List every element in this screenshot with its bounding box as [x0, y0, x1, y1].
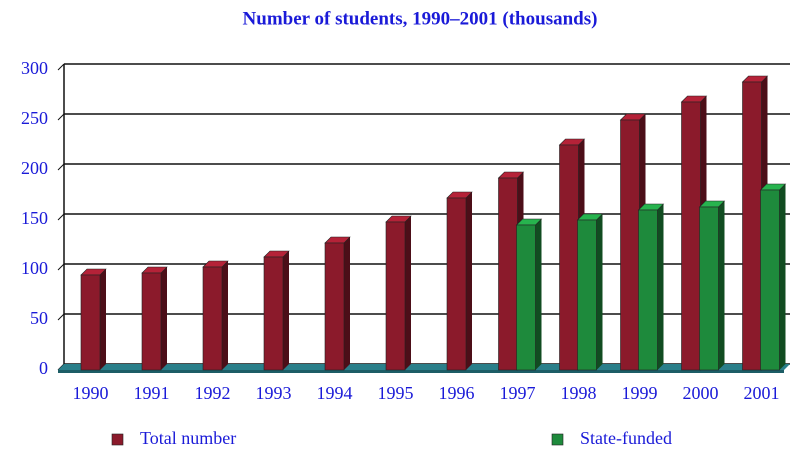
bar [637, 203, 665, 371]
x-tick-label: 1997 [500, 383, 536, 403]
bar-face [324, 242, 345, 371]
y-tick-label: 300 [21, 58, 48, 78]
tick-mark [57, 313, 65, 321]
y-tick-label: 250 [21, 108, 48, 128]
x-tick-label: 1990 [73, 383, 109, 403]
bar-face [596, 214, 603, 370]
bar-face [263, 256, 284, 371]
y-tick-label: 100 [21, 258, 48, 278]
bar-face [577, 219, 597, 371]
bar-face [466, 192, 472, 370]
bar [324, 236, 351, 371]
x-tick-label: 1999 [622, 383, 658, 403]
y-tick-label: 0 [39, 358, 48, 378]
bar-face [657, 204, 664, 370]
x-tick-label: 1991 [134, 383, 170, 403]
bar [263, 250, 290, 371]
x-tick-label: 1995 [378, 383, 414, 403]
bar-face [202, 266, 223, 371]
legend-swatch [111, 433, 124, 446]
tick-mark [57, 213, 65, 221]
bar-face [559, 144, 579, 371]
bar-face [620, 119, 640, 371]
x-tick-label: 1992 [195, 383, 231, 403]
bar-face [638, 209, 658, 371]
bar-face [100, 269, 106, 370]
bar [446, 191, 473, 371]
bar-face [498, 177, 518, 371]
legend-swatch [551, 433, 564, 446]
floor-edge [58, 370, 784, 373]
bar-face [681, 101, 701, 371]
tick-mark [57, 63, 65, 71]
x-tick-label: 1998 [561, 383, 597, 403]
bar-face [385, 221, 406, 371]
bar-face [283, 251, 289, 370]
bar-face [779, 184, 786, 370]
bar [698, 200, 726, 371]
bar [80, 268, 107, 371]
bar-face [516, 224, 536, 371]
x-tick-label: 1993 [256, 383, 292, 403]
x-tick-label: 1996 [439, 383, 475, 403]
bar-face [699, 206, 719, 371]
bar-face [718, 201, 725, 370]
bar-face [760, 189, 780, 371]
y-tick-label: 200 [21, 158, 48, 178]
bar-face [446, 197, 467, 371]
floor [58, 364, 790, 370]
bar [202, 260, 229, 371]
y-tick-label: 150 [21, 208, 48, 228]
x-tick-label: 2000 [683, 383, 719, 403]
tick-mark [57, 113, 65, 121]
bar [576, 213, 604, 371]
bar-face [161, 267, 167, 370]
tick-mark [57, 163, 65, 171]
legend-label: Total number [140, 428, 236, 448]
bar [141, 266, 168, 371]
bar-face [344, 237, 350, 370]
x-tick-label: 2001 [744, 383, 780, 403]
bar [515, 218, 543, 371]
y-tick-label: 50 [30, 308, 48, 328]
bar [759, 183, 787, 371]
bar-face [80, 274, 101, 371]
bar-face [405, 216, 411, 370]
bar-face [742, 81, 762, 371]
legend-label: State-funded [580, 428, 672, 448]
chart-title: Number of students, 1990–2001 (thousands… [243, 8, 598, 29]
bar [385, 215, 412, 371]
bar-face [535, 219, 542, 370]
bar-face [141, 272, 162, 371]
x-tick-label: 1994 [317, 383, 353, 403]
bar-face [222, 261, 228, 370]
tick-mark [57, 263, 65, 271]
